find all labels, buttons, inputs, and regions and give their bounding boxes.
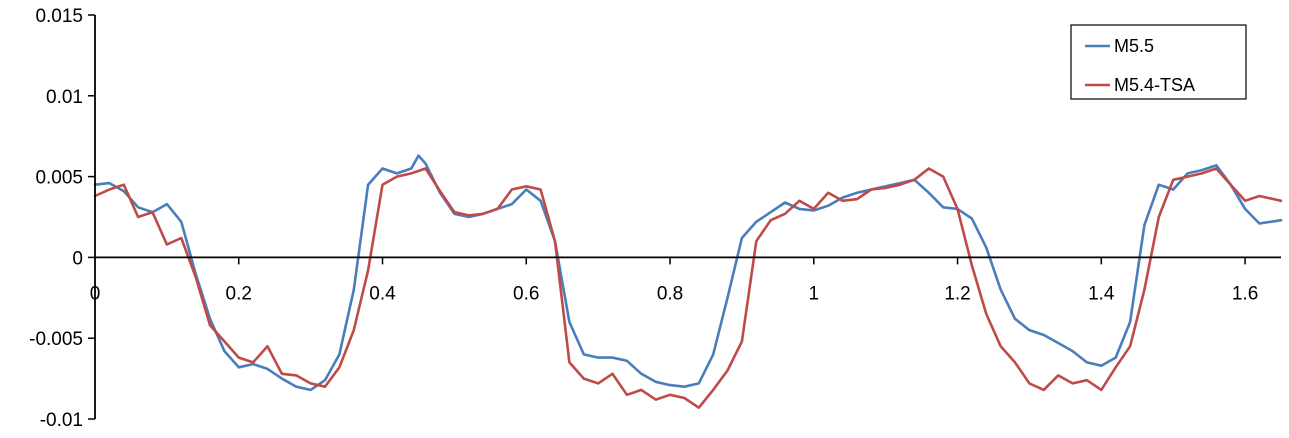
legend-label-m5-4-tsa: M5.4-TSA xyxy=(1114,75,1195,95)
y-tick-label: 0.015 xyxy=(35,6,83,27)
x-tick-label: 1 xyxy=(808,283,819,304)
legend-box xyxy=(1070,24,1247,100)
series-line-m5-5 xyxy=(93,154,1283,392)
x-tick-label: 0.8 xyxy=(657,283,683,304)
series-layer xyxy=(93,154,1283,410)
x-tick-label: 1.6 xyxy=(1232,283,1258,304)
axes-layer: 0.015 0.01 0.005 0 -0.005 -0.01 0.2 0.4 0.6 0.8 1 1… xyxy=(29,6,1281,431)
y-tick-label: -0.005 xyxy=(29,329,83,350)
x-tick-label-origin: 0 xyxy=(90,283,101,304)
y-tick-label: 0.005 xyxy=(35,168,83,189)
series-line-m5-4-tsa xyxy=(93,167,1283,410)
y-tick-label: -0.01 xyxy=(40,410,83,431)
x-tick-label: 1.2 xyxy=(944,283,970,304)
legend-label-m5-5: M5.5 xyxy=(1114,36,1154,56)
x-tick-label: 1.4 xyxy=(1088,283,1115,304)
legend: M5.5 M5.4-TSA xyxy=(1070,24,1247,100)
x-tick-label: 0.2 xyxy=(226,283,252,304)
y-tick-label: 0.01 xyxy=(46,87,83,108)
x-tick-label: 0.6 xyxy=(513,283,539,304)
y-tick-label: 0 xyxy=(72,248,83,269)
x-tick-label: 0.4 xyxy=(369,283,396,304)
